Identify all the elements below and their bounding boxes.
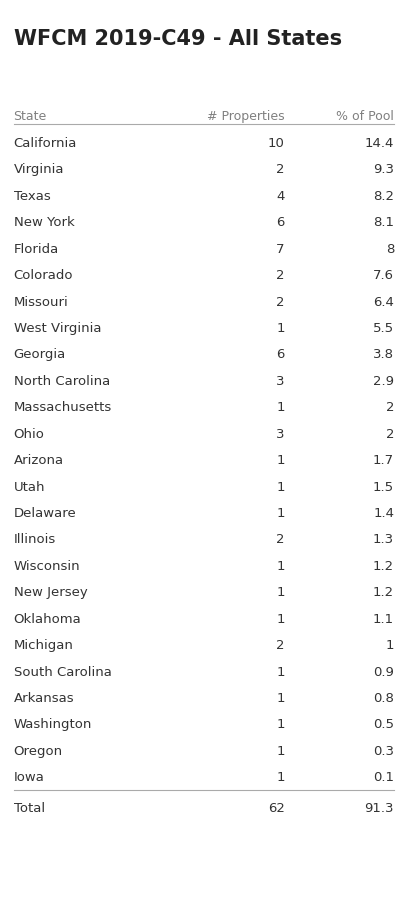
Text: 0.8: 0.8 — [373, 692, 394, 705]
Text: 9.3: 9.3 — [373, 163, 394, 176]
Text: 8: 8 — [386, 243, 394, 256]
Text: Arizona: Arizona — [13, 454, 64, 467]
Text: 4: 4 — [276, 190, 285, 203]
Text: 8.2: 8.2 — [373, 190, 394, 203]
Text: Georgia: Georgia — [13, 348, 66, 361]
Text: Utah: Utah — [13, 481, 45, 493]
Text: # Properties: # Properties — [207, 110, 285, 122]
Text: 1: 1 — [276, 401, 285, 414]
Text: 1: 1 — [276, 322, 285, 335]
Text: 14.4: 14.4 — [365, 137, 394, 150]
Text: 1.1: 1.1 — [373, 613, 394, 626]
Text: Michigan: Michigan — [13, 639, 74, 652]
Text: 2: 2 — [276, 533, 285, 546]
Text: 1.7: 1.7 — [373, 454, 394, 467]
Text: North Carolina: North Carolina — [13, 375, 110, 388]
Text: 1.2: 1.2 — [373, 560, 394, 573]
Text: West Virginia: West Virginia — [13, 322, 101, 335]
Text: 1: 1 — [276, 507, 285, 520]
Text: Massachusetts: Massachusetts — [13, 401, 112, 414]
Text: Wisconsin: Wisconsin — [13, 560, 80, 573]
Text: 8.1: 8.1 — [373, 216, 394, 229]
Text: 6.4: 6.4 — [373, 296, 394, 308]
Text: State: State — [13, 110, 47, 122]
Text: South Carolina: South Carolina — [13, 666, 111, 678]
Text: 10: 10 — [268, 137, 285, 150]
Text: 1.2: 1.2 — [373, 586, 394, 600]
Text: 5.5: 5.5 — [373, 322, 394, 335]
Text: Total: Total — [13, 803, 45, 815]
Text: Missouri: Missouri — [13, 296, 68, 308]
Text: 6: 6 — [276, 348, 285, 361]
Text: 1: 1 — [386, 639, 394, 652]
Text: 2: 2 — [386, 401, 394, 414]
Text: 1: 1 — [276, 692, 285, 705]
Text: 1: 1 — [276, 560, 285, 573]
Text: Ohio: Ohio — [13, 428, 45, 441]
Text: 2: 2 — [276, 296, 285, 308]
Text: 2: 2 — [386, 428, 394, 441]
Text: 1: 1 — [276, 586, 285, 600]
Text: 3: 3 — [276, 428, 285, 441]
Text: New Jersey: New Jersey — [13, 586, 87, 600]
Text: New York: New York — [13, 216, 74, 229]
Text: Delaware: Delaware — [13, 507, 76, 520]
Text: Arkansas: Arkansas — [13, 692, 74, 705]
Text: Colorado: Colorado — [13, 269, 73, 282]
Text: 1.5: 1.5 — [373, 481, 394, 493]
Text: 0.3: 0.3 — [373, 745, 394, 758]
Text: Virginia: Virginia — [13, 163, 64, 176]
Text: 0.5: 0.5 — [373, 718, 394, 731]
Text: 1: 1 — [276, 666, 285, 678]
Text: WFCM 2019-C49 - All States: WFCM 2019-C49 - All States — [13, 28, 341, 48]
Text: Washington: Washington — [13, 718, 92, 731]
Text: 6: 6 — [276, 216, 285, 229]
Text: 2: 2 — [276, 639, 285, 652]
Text: 1: 1 — [276, 718, 285, 731]
Text: 91.3: 91.3 — [365, 803, 394, 815]
Text: 2: 2 — [276, 163, 285, 176]
Text: 3: 3 — [276, 375, 285, 388]
Text: Oregon: Oregon — [13, 745, 63, 758]
Text: 1.3: 1.3 — [373, 533, 394, 546]
Text: Florida: Florida — [13, 243, 59, 256]
Text: California: California — [13, 137, 77, 150]
Text: 62: 62 — [268, 803, 285, 815]
Text: 1: 1 — [276, 613, 285, 626]
Text: 0.1: 0.1 — [373, 771, 394, 785]
Text: Iowa: Iowa — [13, 771, 45, 785]
Text: Oklahoma: Oklahoma — [13, 613, 81, 626]
Text: 2.9: 2.9 — [373, 375, 394, 388]
Text: 1: 1 — [276, 771, 285, 785]
Text: 1: 1 — [276, 454, 285, 467]
Text: % of Pool: % of Pool — [336, 110, 394, 122]
Text: 2: 2 — [276, 269, 285, 282]
Text: Illinois: Illinois — [13, 533, 56, 546]
Text: 7: 7 — [276, 243, 285, 256]
Text: 1: 1 — [276, 745, 285, 758]
Text: 1: 1 — [276, 481, 285, 493]
Text: 3.8: 3.8 — [373, 348, 394, 361]
Text: 1.4: 1.4 — [373, 507, 394, 520]
Text: 7.6: 7.6 — [373, 269, 394, 282]
Text: 0.9: 0.9 — [373, 666, 394, 678]
Text: Texas: Texas — [13, 190, 50, 203]
